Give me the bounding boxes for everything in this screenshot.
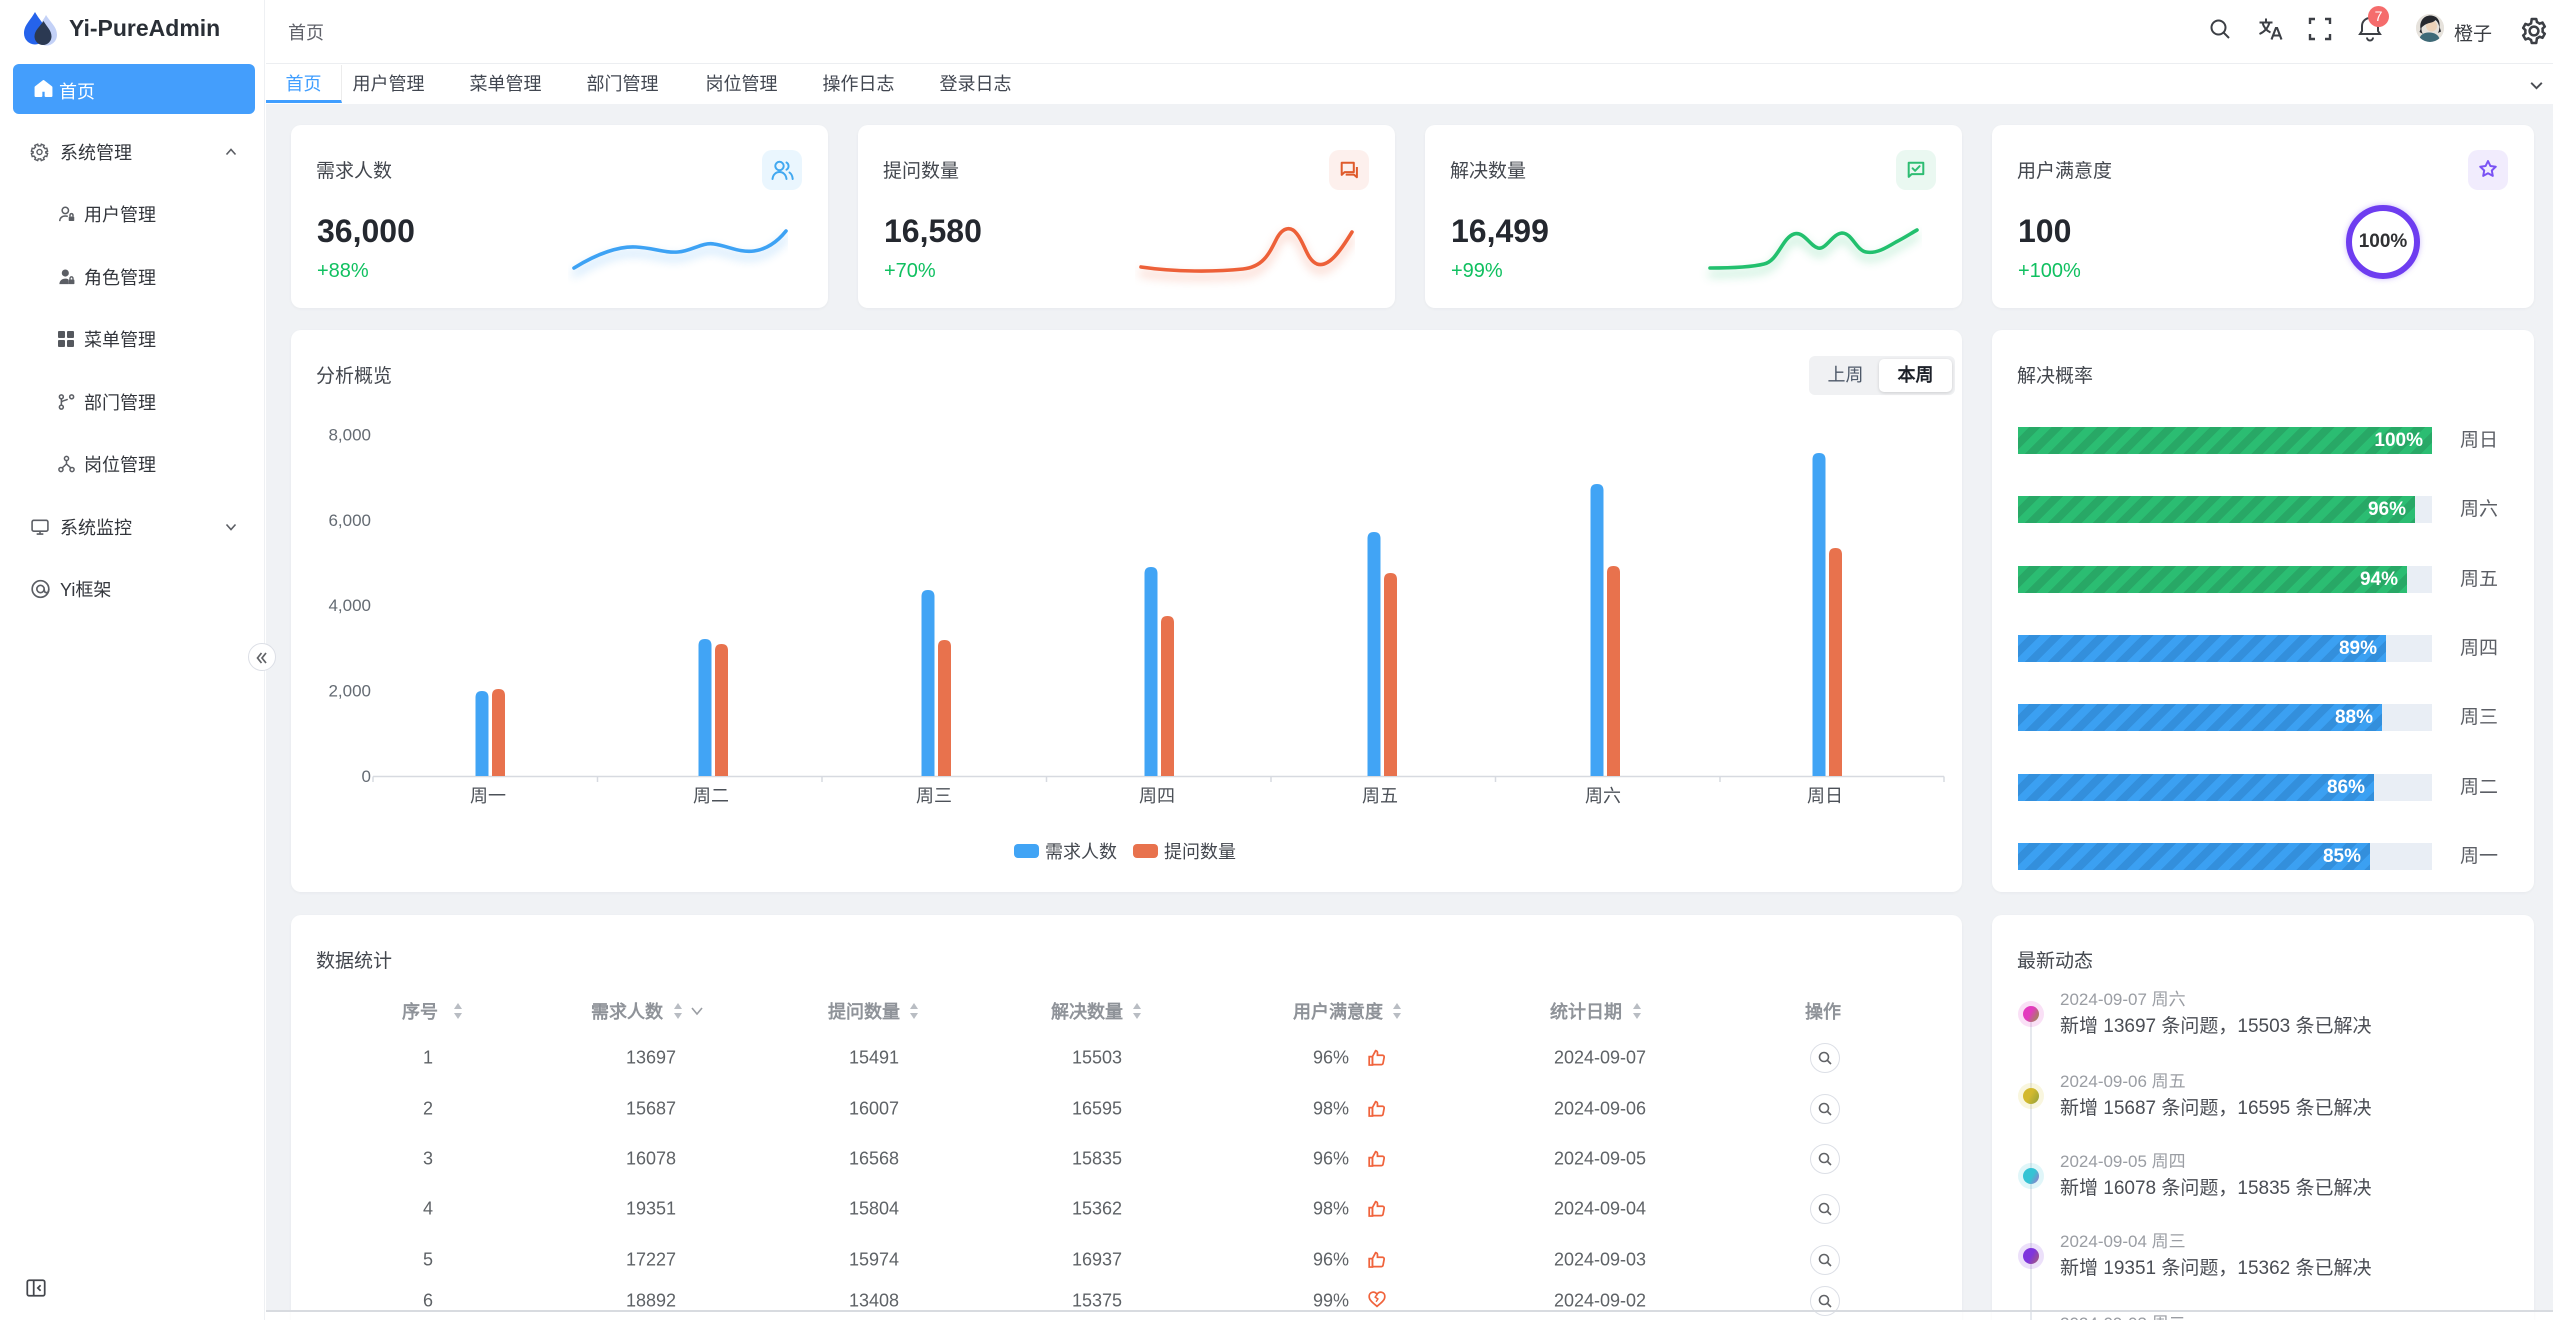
svg-text:2,000: 2,000 (328, 682, 371, 701)
svg-text:周四: 周四 (1139, 786, 1175, 806)
svg-text:周三: 周三 (916, 786, 952, 806)
svg-text:0: 0 (362, 767, 371, 786)
svg-text:周一: 周一 (470, 786, 506, 806)
svg-text:6,000: 6,000 (328, 511, 371, 530)
svg-text:8,000: 8,000 (328, 425, 371, 444)
svg-text:需求人数: 需求人数 (1045, 842, 1117, 862)
svg-text:周日: 周日 (1807, 786, 1843, 806)
svg-text:周五: 周五 (1362, 786, 1398, 806)
svg-text:4,000: 4,000 (328, 596, 371, 615)
svg-text:提问数量: 提问数量 (1164, 842, 1236, 862)
svg-text:周二: 周二 (693, 786, 729, 806)
svg-text:周六: 周六 (1585, 786, 1621, 806)
